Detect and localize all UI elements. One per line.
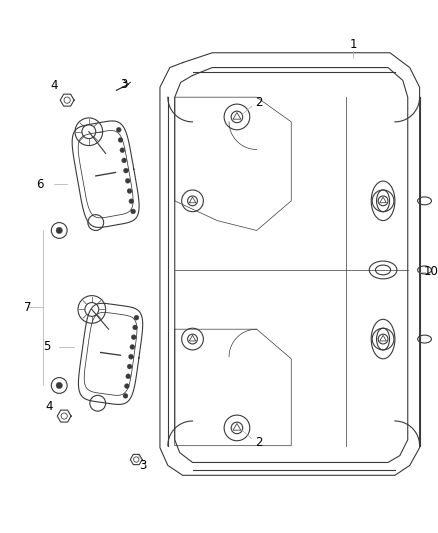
Text: 2: 2 — [255, 436, 262, 449]
Text: 6: 6 — [36, 177, 43, 191]
Text: 1: 1 — [350, 38, 357, 51]
Circle shape — [128, 354, 134, 359]
Circle shape — [130, 344, 135, 350]
Text: 4: 4 — [46, 400, 53, 413]
Text: 10: 10 — [424, 265, 438, 278]
Circle shape — [133, 325, 138, 330]
Text: 3: 3 — [120, 78, 127, 91]
Circle shape — [127, 364, 132, 369]
Circle shape — [129, 199, 134, 204]
Circle shape — [127, 189, 132, 193]
Circle shape — [120, 148, 125, 152]
Text: 5: 5 — [43, 341, 50, 353]
Circle shape — [131, 209, 136, 214]
Circle shape — [124, 384, 129, 389]
Circle shape — [56, 227, 62, 233]
Circle shape — [116, 127, 121, 132]
Circle shape — [125, 179, 130, 183]
Circle shape — [56, 382, 62, 389]
Text: 7: 7 — [24, 301, 32, 314]
Circle shape — [123, 393, 128, 398]
Circle shape — [122, 158, 127, 163]
Circle shape — [134, 315, 139, 320]
Circle shape — [126, 374, 131, 379]
Circle shape — [118, 138, 123, 142]
Circle shape — [131, 335, 136, 340]
Circle shape — [124, 168, 128, 173]
Text: 4: 4 — [50, 79, 58, 92]
Text: 3: 3 — [139, 459, 147, 472]
Text: 2: 2 — [255, 95, 262, 109]
